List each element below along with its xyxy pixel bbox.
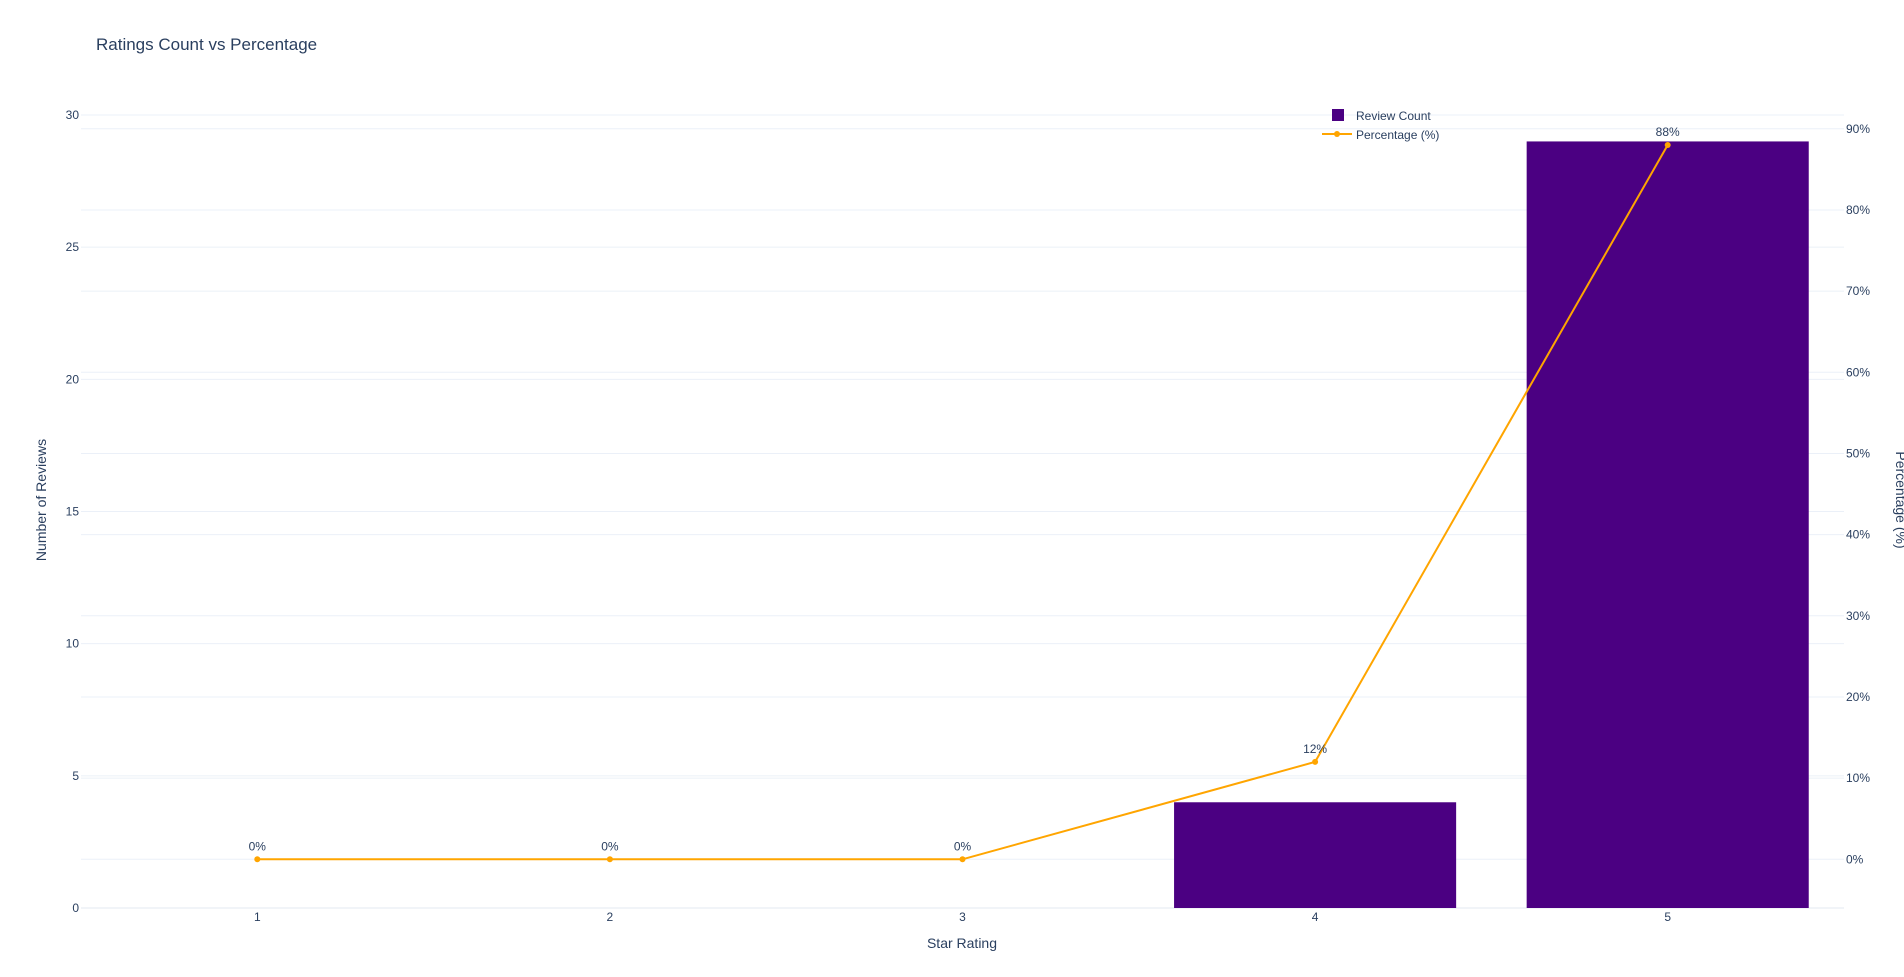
y2-tick-label: 10% <box>1846 771 1870 785</box>
y-tick-label: 20 <box>66 372 80 386</box>
y2-tick-label: 0% <box>1846 852 1864 866</box>
y2-tick-label: 90% <box>1846 122 1870 136</box>
x-axis-title: Star Rating <box>927 935 997 951</box>
y2-tick-label: 80% <box>1846 203 1870 217</box>
data-label: 88% <box>1656 125 1680 139</box>
x-tick-label: 2 <box>607 910 614 924</box>
y-tick-label: 5 <box>72 769 79 783</box>
y-tick-label: 15 <box>66 505 80 519</box>
y-tick-label: 10 <box>66 637 80 651</box>
y2-tick-label: 30% <box>1846 609 1870 623</box>
bar <box>1174 802 1457 908</box>
percentage-line <box>257 144 1669 861</box>
chart-title: Ratings Count vs Percentage <box>96 35 317 54</box>
y2-axis-title: Percentage (%) <box>1893 451 1904 548</box>
x-tick-label: 4 <box>1312 910 1319 924</box>
data-label: 0% <box>601 839 619 853</box>
line-series: 0% 0% 0% 12% 88% <box>249 125 1680 863</box>
line-point <box>254 856 261 863</box>
x-tick-label: 3 <box>959 910 966 924</box>
y-tick-label: 25 <box>66 240 80 254</box>
y-tick-label: 30 <box>66 108 80 122</box>
y2-tick-label: 60% <box>1846 365 1870 379</box>
x-axis-ticks: 1 2 3 4 5 <box>254 910 1671 924</box>
x-tick-label: 5 <box>1664 910 1671 924</box>
data-label: 0% <box>249 839 267 853</box>
y2-tick-label: 70% <box>1846 284 1870 298</box>
line-point <box>606 856 613 863</box>
data-label: 0% <box>954 839 972 853</box>
legend-label-percentage: Percentage (%) <box>1356 128 1439 142</box>
x-tick-label: 1 <box>254 910 261 924</box>
line-point <box>1312 758 1319 765</box>
bar <box>1526 141 1809 908</box>
legend-label-review-count: Review Count <box>1356 109 1431 123</box>
y2-tick-label: 20% <box>1846 690 1870 704</box>
left-axis-ticks: 0 5 10 15 20 25 30 <box>66 108 80 915</box>
y-axis-title: Number of Reviews <box>33 439 49 561</box>
legend[interactable]: Review Count Percentage (%) <box>1322 109 1439 142</box>
data-label: 12% <box>1303 742 1327 756</box>
y2-tick-label: 50% <box>1846 446 1870 460</box>
legend-marker-percentage <box>1334 131 1340 137</box>
y2-tick-label: 40% <box>1846 528 1870 542</box>
left-gridlines <box>81 114 1844 909</box>
y-tick-label: 0 <box>72 901 79 915</box>
right-axis-ticks: 0% 10% 20% 30% 40% 50% 60% 70% 80% 90% <box>1846 122 1870 867</box>
legend-swatch-review-count <box>1332 109 1344 121</box>
bar-series <box>1174 141 1809 908</box>
line-point <box>1664 142 1671 149</box>
line-point <box>959 856 966 863</box>
